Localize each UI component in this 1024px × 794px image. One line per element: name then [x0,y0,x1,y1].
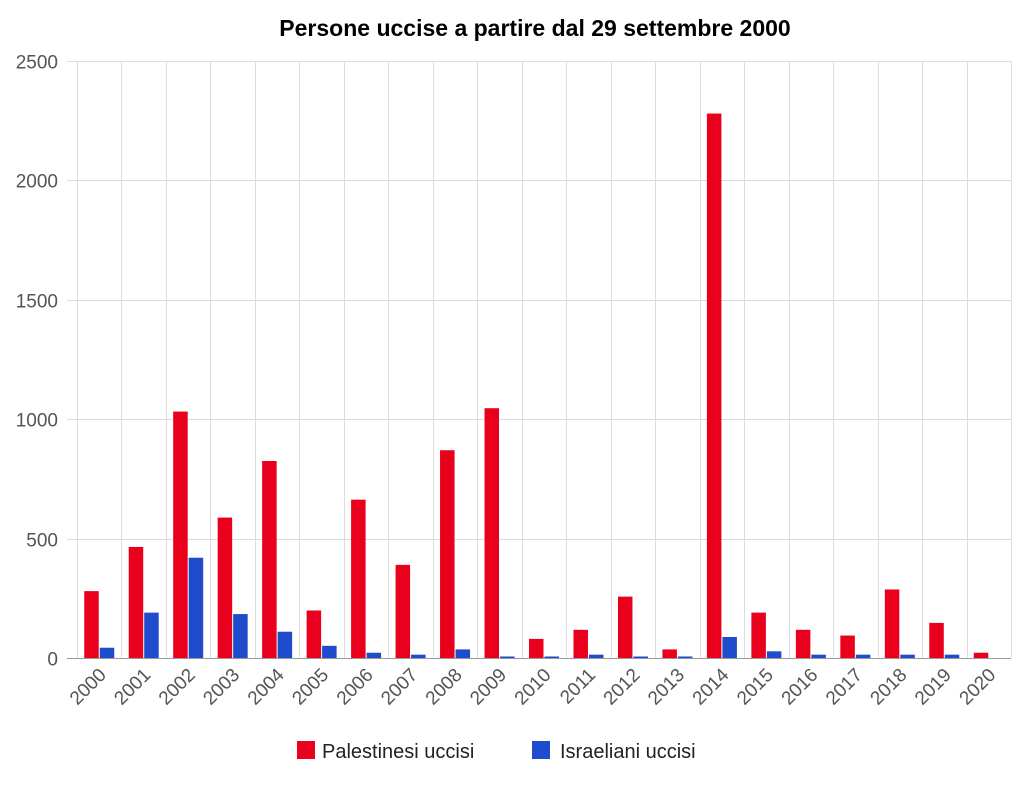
bar-israeli-2016 [811,654,826,658]
bar-palestinian-2016 [795,629,811,658]
bar-israeli-2003 [233,614,248,658]
legend-label: Israeliani uccisi [560,741,696,763]
x-tick-label: 2000 [66,665,111,710]
legend-label: Palestinesi uccisi [322,741,474,763]
legend-swatch [532,741,550,759]
x-tick-label: 2008 [422,665,467,710]
y-axis: 0 500 1000 1500 2000 2500 [16,53,58,671]
bar-israeli-2012 [633,656,648,658]
x-tick-label: 2001 [111,665,156,710]
bar-palestinian-2013 [662,649,677,658]
y-tick-label: 500 [26,531,58,552]
bar-palestinian-2011 [573,629,588,658]
bar-israeli-2008 [455,649,471,658]
bar-palestinian-2017 [840,635,855,658]
x-tick-label: 2011 [556,665,600,709]
bar-palestinian-2002 [173,411,188,658]
x-tick-label: 2009 [466,665,511,710]
bar-palestinian-2000 [84,591,99,658]
bar-israeli-2001 [144,612,159,658]
x-tick-label: 2007 [377,665,422,710]
bar-palestinian-2008 [440,450,455,658]
x-tick-label: 2006 [333,665,378,710]
x-tick-label: 2004 [244,664,289,709]
x-tick-label: 2017 [822,665,867,710]
y-tick-label: 1000 [16,411,58,432]
bar-palestinian-2015 [751,612,766,658]
bar-palestinian-2003 [217,517,233,658]
x-tick-label: 2010 [511,665,556,710]
bar-palestinian-2006 [351,499,366,658]
bar-israeli-2009 [500,656,515,658]
bar-palestinian-2001 [128,546,144,658]
x-tick-label: 2015 [733,665,778,710]
x-tick-label: 2019 [911,665,956,710]
bar-israeli-2005 [322,645,337,658]
x-tick-label: 2020 [956,665,1001,710]
x-tick-label: 2005 [288,665,333,710]
legend: Palestinesi uccisi Israeliani uccisi [297,741,696,763]
bar-israeli-2017 [855,654,871,658]
bar-israeli-2010 [544,656,559,658]
bar-palestinian-2012 [617,596,633,658]
x-tick-label: 2014 [689,664,734,709]
y-tick-label: 0 [47,650,58,671]
bar-israeli-2002 [188,557,204,658]
y-tick-label: 1500 [16,292,58,313]
bar-israeli-2014 [722,636,737,658]
bars [84,113,989,658]
bar-israeli-2006 [366,652,382,658]
bar-palestinian-2019 [929,622,944,658]
bar-palestinian-2014 [706,113,722,658]
bar-israeli-2013 [677,656,693,658]
bar-israeli-2007 [411,654,426,658]
x-tick-label: 2018 [867,665,912,710]
x-tick-label: 2002 [155,665,200,710]
x-tick-label: 2016 [778,665,823,710]
grid [67,61,1012,658]
bar-palestinian-2007 [395,564,411,658]
chart-title: Persone uccise a partire dal 29 settembr… [279,15,790,41]
bar-israeli-2004 [277,631,293,658]
x-tick-label: 2003 [199,665,244,710]
legend-swatch [297,741,315,759]
x-tick-label: 2013 [644,665,689,710]
bar-israeli-2018 [900,654,915,658]
bar-palestinian-2004 [262,460,277,658]
bar-palestinian-2005 [306,610,322,658]
x-tick-label: 2012 [600,665,645,710]
bar-palestinian-2020 [973,652,989,658]
bar-palestinian-2010 [529,638,544,658]
y-tick-label: 2500 [16,53,58,74]
bar-palestinian-2018 [884,589,900,658]
bar-israeli-2011 [588,654,604,658]
bar-israeli-2000 [99,647,115,658]
y-tick-label: 2000 [16,172,58,193]
x-axis: 2000 2001 2002 2003 2004 2005 2006 2007 2008 2009… [66,658,1011,710]
bar-israeli-2019 [944,654,960,658]
bar-israeli-2015 [766,651,782,658]
bar-palestinian-2009 [484,408,500,658]
